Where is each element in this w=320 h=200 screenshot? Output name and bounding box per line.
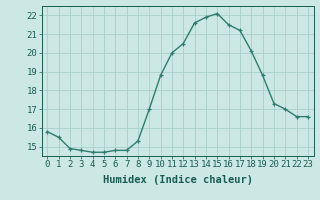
X-axis label: Humidex (Indice chaleur): Humidex (Indice chaleur) (103, 175, 252, 185)
